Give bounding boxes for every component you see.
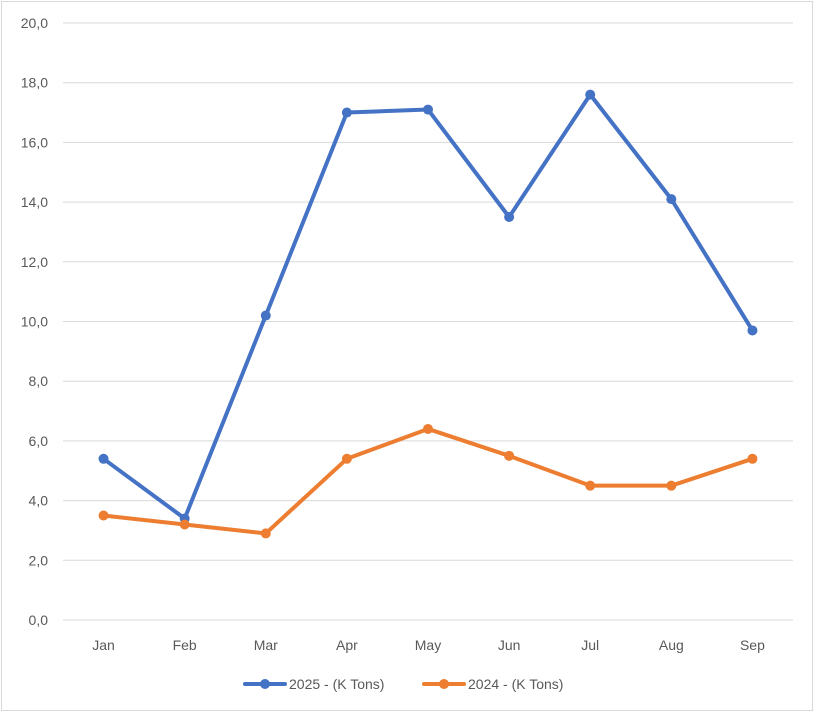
data-point[interactable] <box>504 450 515 461</box>
legend-swatch-marker <box>260 679 270 689</box>
data-point[interactable] <box>98 453 109 464</box>
gridlines <box>63 22 793 621</box>
y-tick-label: 10,0 <box>21 314 48 330</box>
x-tick-label: Jun <box>498 637 521 653</box>
y-tick-label: 8,0 <box>29 373 49 389</box>
legend-label: 2025 - (K Tons) <box>289 676 384 692</box>
y-tick-label: 20,0 <box>21 15 48 31</box>
y-tick-label: 0,0 <box>29 612 49 628</box>
data-point[interactable] <box>98 510 109 521</box>
data-point[interactable] <box>179 519 190 530</box>
x-tick-label: Sep <box>740 637 765 653</box>
legend-item[interactable]: 2025 - (K Tons) <box>243 676 384 692</box>
y-tick-label: 2,0 <box>29 552 49 568</box>
series-2 <box>98 423 758 539</box>
legend[interactable]: 2025 - (K Tons) 2024 - (K Tons) <box>243 676 563 692</box>
series-layer <box>98 89 758 539</box>
data-point[interactable] <box>585 480 596 491</box>
data-point[interactable] <box>260 528 271 539</box>
data-point[interactable] <box>341 107 352 118</box>
x-tick-label: Feb <box>173 637 197 653</box>
data-point[interactable] <box>504 212 515 223</box>
legend-item[interactable]: 2024 - (K Tons) <box>422 676 563 692</box>
series-1 <box>98 89 758 524</box>
data-point[interactable] <box>666 480 677 491</box>
x-tick-label: Mar <box>254 637 278 653</box>
y-tick-label: 4,0 <box>29 493 49 509</box>
x-tick-label: Aug <box>659 637 684 653</box>
x-tick-label: Jan <box>92 637 115 653</box>
y-tick-label: 12,0 <box>21 254 48 270</box>
data-point[interactable] <box>341 453 352 464</box>
legend-label: 2024 - (K Tons) <box>468 676 563 692</box>
x-tick-label: Apr <box>336 637 358 653</box>
legend-swatch-marker <box>439 679 449 689</box>
y-axis-ticks: 0,0 2,0 4,0 6,0 8,0 10,0 12,0 14,0 16,0 18,0 20,0 <box>21 15 48 628</box>
data-point[interactable] <box>666 194 677 205</box>
y-tick-label: 6,0 <box>29 433 49 449</box>
data-point[interactable] <box>260 310 271 321</box>
x-tick-label: May <box>415 637 441 653</box>
data-point[interactable] <box>423 423 433 434</box>
y-tick-label: 18,0 <box>21 75 48 91</box>
data-point[interactable] <box>423 104 433 115</box>
data-point[interactable] <box>747 453 758 464</box>
y-tick-label: 14,0 <box>21 194 48 210</box>
x-tick-label: Jul <box>581 637 599 653</box>
data-point[interactable] <box>585 89 596 100</box>
x-axis-ticks: Jan Feb Mar Apr May Jun Jul Aug Sep <box>92 637 765 653</box>
series-line <box>101 92 755 521</box>
y-tick-label: 16,0 <box>21 134 48 150</box>
data-point[interactable] <box>747 325 758 336</box>
